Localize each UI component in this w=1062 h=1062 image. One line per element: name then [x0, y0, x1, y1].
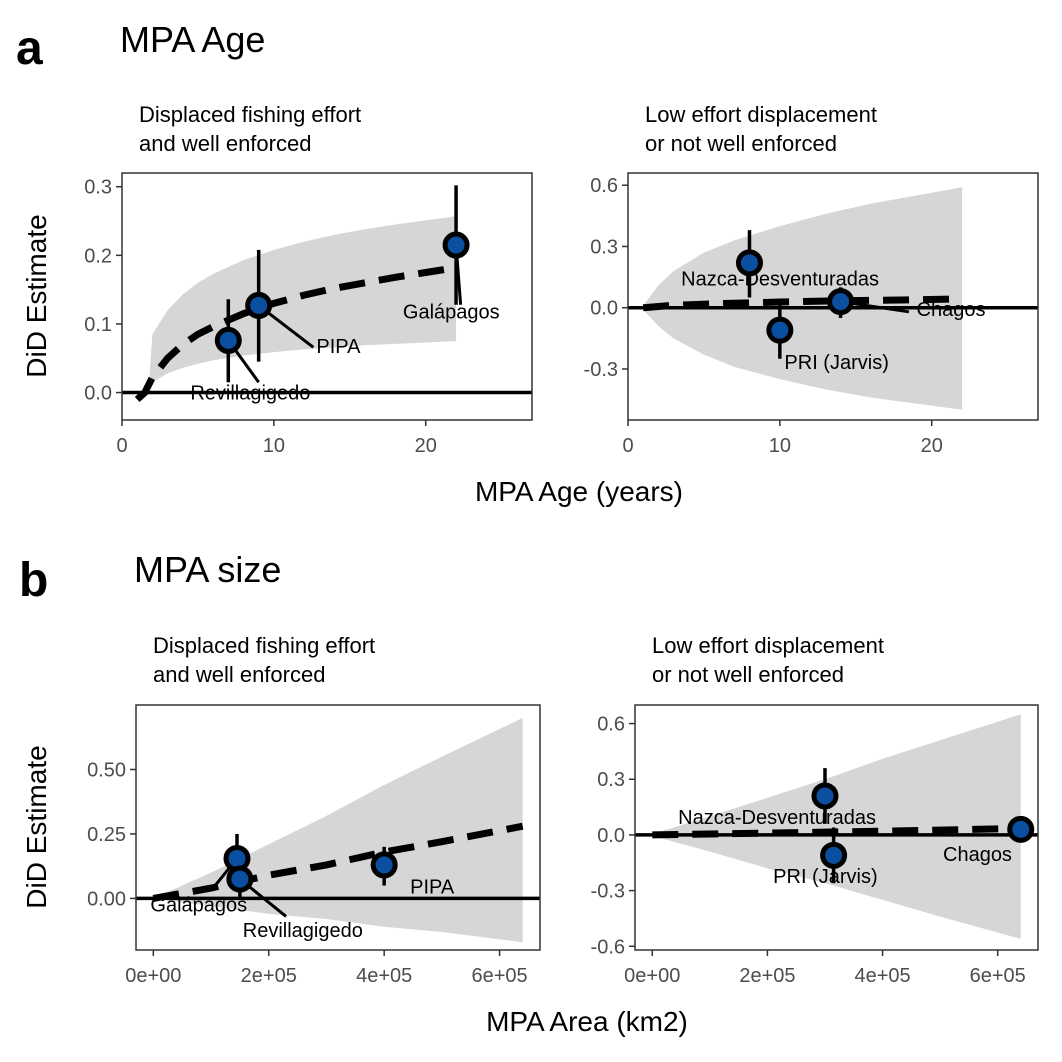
panel-a-letter: a [16, 22, 43, 75]
panel-border [121, 172, 533, 421]
trend-line [652, 824, 1021, 839]
y-tick-label: 0.0 [597, 825, 625, 847]
panel-b-letter: b [19, 554, 48, 607]
x-tick-label: 6e+05 [970, 965, 1026, 987]
data-point [214, 326, 242, 354]
x-tick-label: 0e+00 [624, 965, 680, 987]
point-label: Chagos [917, 299, 986, 321]
trend-line [134, 264, 457, 403]
point-label: PIPA [316, 336, 361, 358]
x-tick-label: 20 [415, 435, 437, 457]
point-label: PIPA [410, 876, 455, 898]
plot-area-displaced: Galápagos Revillagigedo PIPA 0e+00 2e+05 4e+0… [87, 704, 541, 987]
data-point [370, 851, 398, 879]
panel-b-title: MPA size [134, 549, 281, 590]
y-tick-label: 0.50 [87, 759, 126, 781]
x-axis-title-area: MPA Area (km2) [486, 1006, 688, 1037]
trend-line [642, 295, 963, 312]
point-label: PRI (Jarvis) [784, 352, 888, 374]
y-tick-label: -0.6 [591, 936, 625, 958]
data-point [442, 231, 470, 259]
subtitle-b-left-line1: Displaced fishing effort [153, 633, 375, 658]
x-tick-label: 6e+05 [472, 965, 528, 987]
y-tick-label: 0.1 [84, 314, 112, 336]
y-tick-label: 0.3 [597, 769, 625, 791]
y-axis-title-age: DiD Estimate [21, 214, 52, 377]
y-tick-label: 0.25 [87, 824, 126, 846]
x-tick-label: 10 [769, 435, 791, 457]
x-tick-label: 2e+05 [739, 965, 795, 987]
y-tick-label: 0.6 [590, 175, 618, 197]
point-label: Galápagos [403, 301, 500, 323]
data-point [1007, 815, 1035, 843]
subtitle-a-right-line2: or not well enforced [645, 131, 837, 156]
y-tick-label: 0.2 [84, 245, 112, 267]
x-tick-label: 4e+05 [854, 965, 910, 987]
y-tick-label: 0.0 [590, 298, 618, 320]
panel-border [634, 704, 1039, 951]
y-tick-label: 0.3 [84, 177, 112, 199]
y-axis-title-area: DiD Estimate [21, 745, 52, 908]
subtitle-b-left-line2: and well enforced [153, 662, 325, 687]
point-label: Revillagigedo [243, 920, 363, 942]
x-tick-label: 2e+05 [241, 965, 297, 987]
x-axis-title-age: MPA Age (years) [475, 476, 683, 507]
point-label: Nazca-Desventuradas [681, 268, 879, 290]
y-tick-label: -0.3 [591, 881, 625, 903]
subtitle-a-left-line1: Displaced fishing effort [139, 102, 361, 127]
data-point [811, 782, 839, 810]
y-tick-label: -0.3 [584, 359, 618, 381]
confidence-ribbon [652, 714, 1021, 939]
trend-line [152, 822, 524, 902]
panel-border [135, 704, 541, 951]
data-point [827, 288, 855, 316]
subtitle-b-right-line1: Low effort displacement [652, 633, 884, 658]
plot-age-displaced: Revillagigedo PIPA Galápagos 0 10 20 0.0 0.1 0.2… [84, 172, 533, 457]
y-tick-label: 0.3 [590, 236, 618, 258]
data-point [735, 249, 763, 277]
x-tick-label: 10 [263, 435, 285, 457]
plot-age-low-effort: Nazca-Desventuradas PRI (Jarvis) Chagos 0 10… [584, 172, 1039, 457]
point-label: Revillagigedo [190, 382, 310, 404]
y-tick-label: 0.0 [84, 383, 112, 405]
x-tick-label: 20 [921, 435, 943, 457]
subtitle-a-left-line2: and well enforced [139, 131, 311, 156]
x-tick-label: 0 [116, 435, 127, 457]
confidence-ribbon [643, 187, 963, 410]
data-point [245, 291, 273, 319]
plot-area-low-effort: Nazca-Desventuradas PRI (Jarvis) Chagos 0e+… [591, 704, 1039, 987]
data-point [820, 841, 848, 869]
panel-a-title: MPA Age [120, 19, 265, 60]
data-point [226, 865, 254, 893]
subtitle-b-right-line2: or not well enforced [652, 662, 844, 687]
x-tick-label: 0 [622, 435, 633, 457]
subtitle-a-right-line1: Low effort displacement [645, 102, 877, 127]
point-label: Chagos [943, 844, 1012, 866]
panel-border [627, 172, 1039, 421]
x-tick-label: 4e+05 [356, 965, 412, 987]
x-tick-label: 0e+00 [125, 965, 181, 987]
point-label: Galápagos [150, 894, 247, 916]
y-tick-label: 0.00 [87, 888, 126, 910]
y-tick-label: 0.6 [597, 714, 625, 736]
point-label: Nazca-Desventuradas [678, 807, 876, 829]
data-point [766, 316, 794, 344]
point-label: PRI (Jarvis) [773, 866, 877, 888]
